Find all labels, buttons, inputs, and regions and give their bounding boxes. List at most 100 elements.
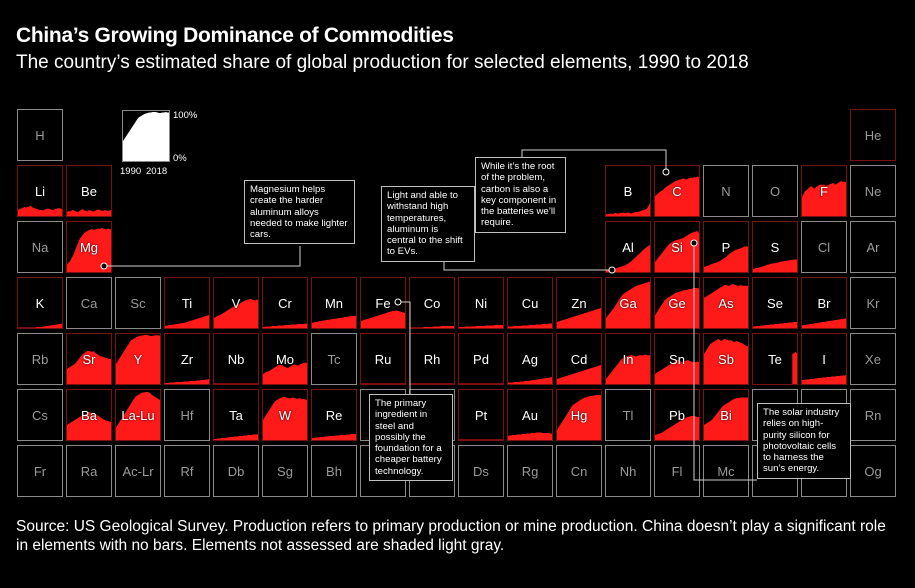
element-cell-db: Db bbox=[213, 445, 259, 497]
element-cell-cl: Cl bbox=[801, 221, 847, 273]
element-cell-mg: Mg bbox=[66, 221, 112, 273]
element-cell-mc: Mc bbox=[703, 445, 749, 497]
element-cell-tl: Tl bbox=[605, 389, 651, 441]
element-symbol-cn: Cn bbox=[570, 464, 588, 479]
element-cell-au: Au bbox=[507, 389, 553, 441]
element-cell-ds: Ds bbox=[458, 445, 504, 497]
share-area-path-ti bbox=[165, 315, 209, 328]
share-area-fe bbox=[361, 310, 405, 328]
element-symbol-au: Au bbox=[522, 408, 538, 423]
element-cell-sg: Sg bbox=[262, 445, 308, 497]
element-symbol-na: Na bbox=[31, 240, 49, 255]
element-symbol-y: Y bbox=[133, 352, 143, 367]
element-symbol-hg: Hg bbox=[570, 408, 588, 423]
element-symbol-pb: Pb bbox=[669, 408, 685, 423]
element-symbol-li: Li bbox=[34, 184, 46, 199]
element-symbol-ge: Ge bbox=[668, 296, 686, 311]
element-symbol-cd: Cd bbox=[570, 352, 588, 367]
share-area-pt bbox=[459, 439, 503, 440]
element-symbol-fr: Fr bbox=[33, 464, 47, 479]
element-cell-cu: Cu bbox=[507, 277, 553, 329]
element-cell-pd: Pd bbox=[458, 333, 504, 385]
share-area-i bbox=[802, 375, 846, 384]
legend-x-start-label: 1990 bbox=[120, 166, 142, 177]
element-cell-f: F bbox=[801, 165, 847, 217]
share-area-p bbox=[704, 246, 748, 272]
element-symbol-cl: Cl bbox=[817, 240, 831, 255]
share-area-path-nb bbox=[214, 383, 258, 384]
element-cell-bh: Bh bbox=[311, 445, 357, 497]
leader-fe-dot bbox=[394, 298, 402, 306]
share-area-as bbox=[704, 284, 748, 328]
element-cell-ti: Ti bbox=[164, 277, 210, 329]
element-symbol-p: P bbox=[721, 240, 731, 255]
element-cell-h: H bbox=[17, 109, 63, 161]
element-symbol-sr: Sr bbox=[82, 352, 96, 367]
element-symbol-fe: Fe bbox=[375, 296, 391, 311]
element-cell-pb: Pb bbox=[654, 389, 700, 441]
element-cell-ag: Ag bbox=[507, 333, 553, 385]
element-symbol-ni: Ni bbox=[474, 296, 488, 311]
legend-bottom-label: 0% bbox=[173, 153, 187, 164]
share-area-te bbox=[792, 352, 797, 384]
share-area-path-cd bbox=[557, 365, 601, 384]
element-cell-s: S bbox=[752, 221, 798, 273]
element-cell-la-lu: La-Lu bbox=[115, 389, 161, 441]
element-symbol-ga: Ga bbox=[619, 296, 637, 311]
element-cell-sb: Sb bbox=[703, 333, 749, 385]
element-symbol-n: N bbox=[721, 184, 731, 199]
share-area-path-li bbox=[18, 206, 62, 216]
element-symbol-db: Db bbox=[227, 464, 245, 479]
element-cell-sr: Sr bbox=[66, 333, 112, 385]
share-area-la-lu bbox=[116, 392, 160, 440]
share-area-path-sb bbox=[704, 339, 748, 384]
share-area-k bbox=[18, 323, 62, 328]
element-cell-hf: Hf bbox=[164, 389, 210, 441]
share-area-path-ta bbox=[214, 434, 258, 440]
element-symbol-sb: Sb bbox=[718, 352, 734, 367]
share-area-path-pt bbox=[459, 439, 503, 440]
element-cell-fr: Fr bbox=[17, 445, 63, 497]
share-area-zr bbox=[165, 379, 209, 384]
element-symbol-se: Se bbox=[767, 296, 783, 311]
element-symbol-kr: Kr bbox=[866, 296, 880, 311]
element-cell-na: Na bbox=[17, 221, 63, 273]
element-cell-pt: Pt bbox=[458, 389, 504, 441]
share-area-b bbox=[606, 203, 650, 216]
element-cell-br: Br bbox=[801, 277, 847, 329]
share-area-se bbox=[753, 322, 797, 328]
element-cell-ac-lr: Ac-Lr bbox=[115, 445, 161, 497]
element-symbol-ca: Ca bbox=[80, 296, 98, 311]
share-area-path-in bbox=[606, 354, 650, 384]
element-cell-in: In bbox=[605, 333, 651, 385]
share-area-path-be bbox=[67, 209, 111, 216]
element-symbol-rb: Rb bbox=[31, 352, 49, 367]
element-symbol-zn: Zn bbox=[571, 296, 587, 311]
element-cell-b: B bbox=[605, 165, 651, 217]
element-cell-w: W bbox=[262, 389, 308, 441]
element-symbol-hf: Hf bbox=[180, 408, 194, 423]
element-symbol-mg: Mg bbox=[79, 240, 99, 255]
element-cell-ga: Ga bbox=[605, 277, 651, 329]
element-cell-rf: Rf bbox=[164, 445, 210, 497]
element-symbol-ar: Ar bbox=[866, 240, 880, 255]
annotation-c: While it’s the root of the problem, carb… bbox=[475, 157, 566, 233]
share-area-co bbox=[410, 326, 454, 328]
element-symbol-la-lu: La-Lu bbox=[121, 408, 155, 423]
leader-si bbox=[693, 243, 757, 481]
element-cell-ar: Ar bbox=[850, 221, 896, 273]
element-cell-ca: Ca bbox=[66, 277, 112, 329]
share-area-path-c bbox=[655, 176, 699, 216]
element-symbol-nh: Nh bbox=[619, 464, 637, 479]
element-cell-p: P bbox=[703, 221, 749, 273]
element-cell-mn: Mn bbox=[311, 277, 357, 329]
legend-area-path bbox=[123, 112, 169, 161]
share-area-c bbox=[655, 176, 699, 216]
element-symbol-mc: Mc bbox=[717, 464, 735, 479]
element-cell-ne: Ne bbox=[850, 165, 896, 217]
share-area-br bbox=[802, 318, 846, 328]
share-area-f bbox=[802, 181, 846, 216]
share-area-path-pb bbox=[655, 416, 699, 440]
element-symbol-og: Og bbox=[864, 464, 882, 479]
element-symbol-pt: Pt bbox=[474, 408, 488, 423]
